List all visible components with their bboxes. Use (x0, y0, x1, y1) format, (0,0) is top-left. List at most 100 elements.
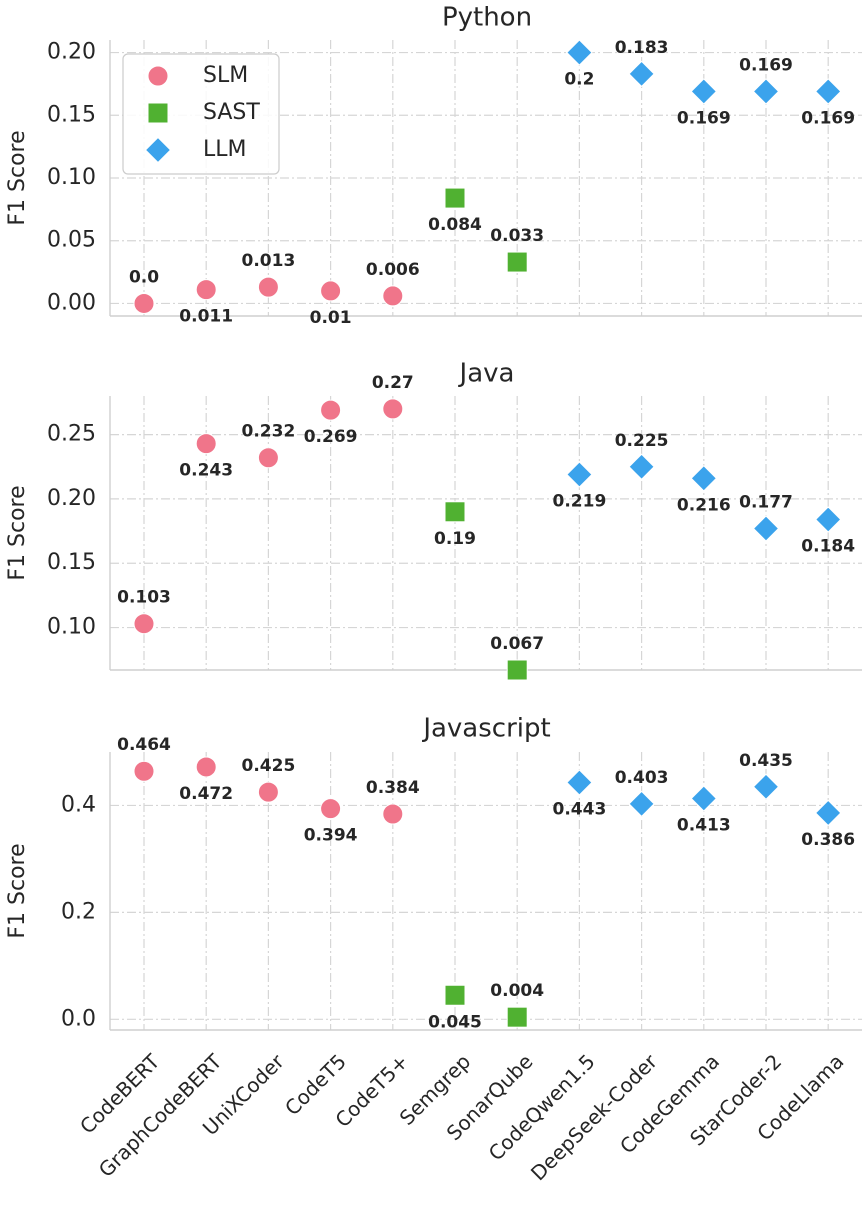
y-tick-label: 0.2 (61, 899, 96, 924)
legend-marker-slm (147, 65, 169, 87)
data-point-llm (814, 78, 842, 105)
data-point-llm (752, 773, 780, 800)
data-label: 0.0 (129, 267, 159, 287)
legend-label: LLM (203, 137, 247, 162)
data-point-slm (320, 399, 342, 421)
legend-label: SLM (203, 63, 248, 88)
data-point-slm (133, 760, 155, 782)
y-tick-label: 0.00 (47, 290, 96, 315)
data-label: 0.243 (179, 461, 233, 481)
data-point-slm (195, 279, 217, 301)
data-point-llm (690, 465, 718, 492)
data-point-slm (382, 398, 404, 420)
data-label: 0.425 (242, 756, 296, 776)
x-tick-labels: CodeBERTGraphCodeBERTUniXCoderCodeT5Code… (75, 1049, 848, 1185)
data-label: 0.045 (428, 1012, 482, 1032)
y-tick-label: 0.20 (47, 486, 96, 511)
data-label: 0.19 (434, 529, 476, 549)
data-label: 0.183 (615, 38, 669, 58)
data-point-llm (566, 769, 593, 796)
data-label: 0.177 (739, 492, 793, 512)
data-label: 0.01 (310, 308, 352, 328)
data-point-sast (444, 187, 466, 209)
data-label: 0.169 (677, 108, 731, 128)
data-point-slm (195, 433, 217, 455)
data-point-llm (752, 515, 780, 542)
data-label: 0.103 (117, 588, 171, 608)
y-tick-label: 0.20 (47, 40, 96, 65)
data-point-slm (382, 285, 404, 307)
data-label: 0.269 (304, 427, 358, 447)
legend-marker-sast (147, 102, 169, 124)
data-label: 0.384 (366, 778, 420, 798)
data-label: 0.2 (564, 70, 594, 90)
panel-title: Python (442, 3, 532, 33)
y-axis-label: F1 Score (5, 843, 30, 938)
legend-label: SAST (203, 100, 260, 125)
data-point-slm (257, 781, 279, 803)
y-tick-label: 0.05 (47, 228, 96, 253)
data-label: 0.084 (428, 215, 482, 235)
x-tick-label: CodeQwen1.5 (484, 1049, 600, 1165)
data-label: 0.067 (490, 634, 544, 654)
data-label: 0.225 (615, 431, 669, 451)
data-point-sast (506, 659, 528, 681)
data-label: 0.006 (366, 260, 420, 280)
data-label: 0.013 (242, 251, 296, 271)
data-point-llm (628, 453, 655, 480)
data-point-slm (195, 756, 217, 778)
data-label: 0.403 (615, 768, 669, 788)
y-tick-label: 0.0 (61, 1006, 96, 1031)
data-point-llm (628, 60, 655, 88)
data-label: 0.443 (553, 799, 607, 819)
data-point-llm (566, 39, 593, 66)
data-label: 0.184 (801, 536, 855, 556)
data-label: 0.169 (739, 55, 793, 75)
data-point-llm (690, 785, 718, 812)
data-point-slm (133, 292, 155, 314)
panel-title: Javascript (421, 714, 550, 744)
data-point-llm (566, 461, 593, 488)
data-label: 0.011 (179, 307, 233, 327)
data-label: 0.413 (677, 816, 731, 836)
data-point-slm (320, 280, 342, 302)
data-label: 0.216 (677, 495, 731, 515)
y-axis-label: F1 Score (5, 485, 30, 580)
y-axis-label: F1 Score (5, 130, 30, 225)
data-label: 0.394 (304, 826, 358, 846)
legend-marker-llm (144, 136, 172, 164)
y-tick-label: 0.4 (61, 792, 96, 817)
data-label: 0.033 (490, 226, 544, 246)
data-label: 0.219 (553, 491, 607, 511)
data-label: 0.464 (117, 735, 171, 755)
panel-javascript: 0.0 0.2 0.4 Javascript F1 Score 0.464 0.472 0.4… (5, 714, 862, 1032)
data-point-sast (444, 984, 466, 1006)
data-point-llm (814, 506, 842, 533)
data-label: 0.386 (801, 830, 855, 850)
panel-title: Java (458, 359, 515, 389)
data-point-sast (506, 1006, 528, 1028)
data-point-llm (814, 799, 842, 827)
data-label: 0.169 (801, 108, 855, 128)
panel-python: 0.00 0.05 0.10 0.15 0.20 Python F1 Score 0.0 0.0… (5, 3, 862, 328)
data-point-llm (690, 78, 718, 105)
data-point-sast (444, 501, 466, 523)
data-point-slm (133, 613, 155, 635)
data-label: 0.472 (179, 784, 233, 804)
data-point-slm (257, 447, 279, 469)
data-point-slm (320, 798, 342, 820)
y-tick-label: 0.10 (47, 165, 96, 190)
data-point-sast (506, 251, 528, 273)
data-point-llm (752, 78, 780, 105)
panel-java: 0.10 0.15 0.20 0.25 Java F1 Score 0.103 0.243 0.… (5, 359, 862, 681)
legend: SLM SAST LLM (122, 53, 280, 175)
data-label: 0.435 (739, 751, 793, 771)
data-label: 0.27 (372, 373, 414, 393)
data-label: 0.004 (490, 981, 544, 1001)
y-tick-label: 0.10 (47, 615, 96, 640)
data-point-slm (382, 803, 404, 825)
data-point-slm (257, 276, 279, 298)
data-point-llm (628, 790, 655, 818)
y-tick-label: 0.25 (47, 422, 96, 447)
